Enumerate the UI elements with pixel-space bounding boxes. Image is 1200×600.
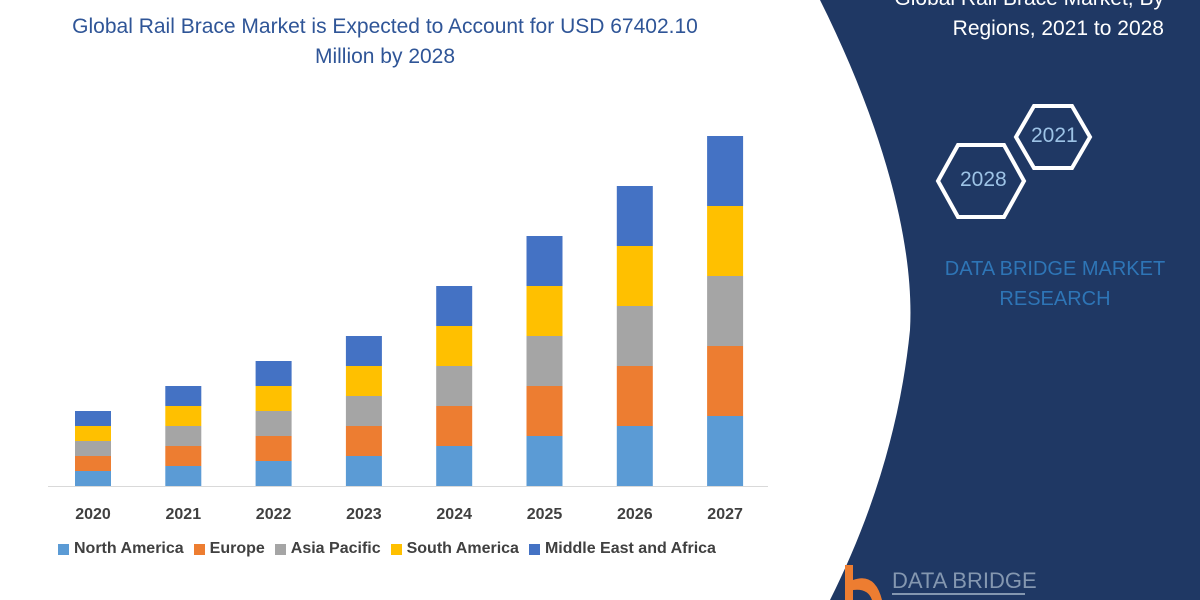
x-tick-label: 2023 (346, 506, 382, 523)
legend-label: Europe (209, 540, 265, 557)
bar-segment-2023-0 (345, 456, 382, 486)
bar-segment-2024-4 (436, 286, 473, 326)
bar-segment-2020-4 (75, 411, 111, 426)
bar-segment-2022-0 (255, 461, 292, 486)
bar-segment-2021-3 (165, 406, 202, 426)
legend: North America Europe Asia Pacific South Ame… (58, 540, 716, 558)
bar-segment-2020-0 (75, 471, 111, 486)
legend-label: North America (74, 540, 184, 557)
side-panel-title: Global Rail Brace Market, By Regions, 20… (804, 0, 1164, 44)
bar-segment-2027-0 (707, 416, 744, 486)
x-tick-label: 2027 (707, 506, 743, 523)
bar-segment-2021-4 (165, 386, 202, 406)
bar-segment-2025-0 (526, 436, 563, 486)
legend-swatch (58, 543, 69, 555)
legend-label: Asia Pacific (290, 540, 381, 557)
bar-segment-2027-3 (707, 206, 744, 276)
hex-label-2028: 2028 (960, 168, 1007, 191)
hexagon-2021 (1013, 104, 1093, 170)
side-title-line1: Global Rail Brace Market, By (804, 0, 1164, 14)
logo-icon (845, 565, 1025, 600)
hexagon-2028 (935, 143, 1027, 219)
x-tick-label: 2022 (256, 506, 292, 523)
stacked-bar-chart: 2020 2021 2022 2023 2024 2025 2026 2027 (48, 136, 768, 523)
legend-label: South America (406, 540, 519, 557)
bar-segment-2024-0 (436, 446, 473, 486)
bar-segment-2026-0 (616, 426, 653, 486)
bar-segment-2021-0 (165, 466, 202, 486)
bar-segment-2027-4 (707, 136, 744, 206)
legend-item: Europe (193, 540, 265, 558)
brand-text: DATA BRIDGE MARKET RESEARCH (944, 258, 1166, 310)
bar-segment-2026-3 (616, 246, 653, 306)
chart-title: Global Rail Brace Market is Expected to … (72, 15, 698, 68)
legend-item: Asia Pacific (274, 540, 381, 558)
legend-item: North America (58, 540, 184, 558)
bar-segment-2025-4 (526, 236, 563, 286)
x-tick-label: 2026 (617, 506, 653, 523)
legend-label: Middle East and Africa (544, 540, 716, 557)
bar-segment-2022-3 (255, 386, 292, 411)
x-tick-label: 2025 (527, 506, 563, 523)
bar-segment-2021-2 (165, 426, 202, 446)
bar-segment-2027-1 (707, 346, 744, 416)
bar-segment-2022-1 (255, 436, 292, 461)
x-tick-label: 2020 (75, 506, 111, 523)
side-title-line2: Regions, 2021 to 2028 (952, 17, 1164, 40)
legend-swatch (390, 543, 402, 555)
bar-segment-2023-4 (345, 336, 382, 366)
x-tick-label: 2024 (436, 506, 472, 523)
legend-item: South America (390, 540, 519, 558)
logo-text: DATA BRIDGE (892, 568, 1037, 593)
bar-segment-2026-2 (616, 306, 653, 366)
bar-segment-2023-1 (345, 426, 382, 456)
bar-segment-2020-1 (75, 456, 111, 471)
bar-segment-2025-3 (526, 286, 563, 336)
bar-segment-2022-4 (255, 361, 292, 386)
bar-segment-2023-3 (345, 366, 382, 396)
bar-segment-2021-1 (165, 446, 202, 466)
bar-segment-2026-4 (616, 186, 653, 246)
bar-segment-2024-2 (436, 366, 473, 406)
x-tick-label: 2021 (166, 506, 202, 523)
bar-segment-2026-1 (616, 366, 653, 426)
hex-label-2021: 2021 (1031, 124, 1078, 147)
bar-segment-2024-1 (436, 406, 473, 446)
legend-swatch (193, 543, 205, 555)
legend-swatch (528, 543, 540, 555)
legend-swatch (274, 543, 286, 555)
bar-segment-2020-2 (75, 441, 111, 456)
bar-segment-2023-2 (345, 396, 382, 426)
bar-segment-2024-3 (436, 326, 473, 366)
bar-segment-2025-1 (526, 386, 563, 436)
bar-segment-2022-2 (255, 411, 292, 436)
bar-segment-2027-2 (707, 276, 744, 346)
bar-segment-2025-2 (526, 336, 563, 386)
legend-item: Middle East and Africa (528, 540, 716, 558)
bar-segment-2020-3 (75, 426, 111, 441)
side-panel (820, 0, 1200, 600)
